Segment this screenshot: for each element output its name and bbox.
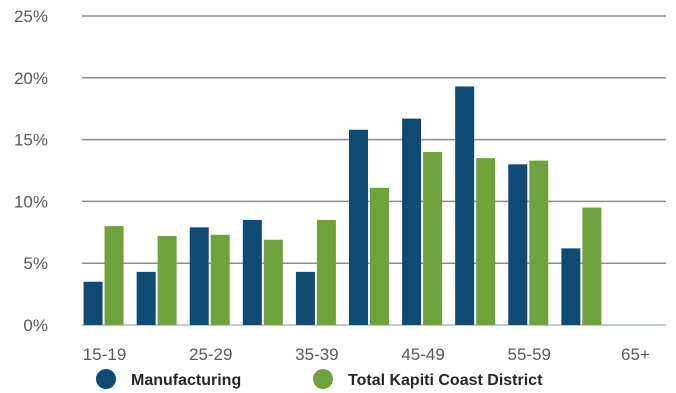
- bar-manufacturing-25-29: [189, 227, 209, 325]
- bar-manufacturing-15-19: [83, 281, 103, 325]
- bar-manufacturing-40-44: [349, 129, 368, 325]
- bar-total-kapiti-coast-district-25-29: [210, 234, 230, 325]
- bar-total-kapiti-coast-district-55-59: [529, 160, 549, 325]
- bar-manufacturing-30-34: [242, 219, 262, 325]
- x-tick-label: 55-59: [508, 345, 551, 364]
- bar-manufacturing-55-59: [508, 164, 528, 325]
- bar-total-kapiti-coast-district-50-54: [476, 158, 496, 325]
- bar-total-kapiti-coast-district-15-19: [104, 226, 124, 325]
- y-tick-label: 25%: [14, 7, 48, 26]
- legend-swatch-manufacturing: [96, 369, 116, 389]
- x-tick-label: 45-49: [401, 345, 444, 364]
- y-tick-label: 20%: [14, 69, 48, 88]
- bar-total-kapiti-coast-district-60-64: [582, 207, 602, 325]
- bar-total-kapiti-coast-district-30-34: [263, 239, 283, 325]
- x-axis-tick-labels: 15-19 25-29 35-39 45-49 55-59 65+: [83, 345, 650, 364]
- y-tick-label: 0%: [23, 316, 48, 335]
- bar-manufacturing-45-49: [402, 118, 422, 325]
- y-axis-tick-labels: 0% 5% 10% 15% 20% 25%: [14, 7, 48, 335]
- bars: [83, 86, 602, 326]
- bar-manufacturing-20-24: [136, 271, 156, 325]
- y-tick-label: 15%: [14, 131, 48, 150]
- bar-manufacturing-35-39: [295, 271, 315, 325]
- bar-manufacturing-50-54: [455, 86, 475, 326]
- y-tick-label: 10%: [14, 192, 48, 211]
- legend-label: Total Kapiti Coast District: [348, 372, 543, 389]
- legend-swatch-total-kapiti-coast-district: [313, 369, 333, 389]
- x-tick-label: 15-19: [83, 345, 126, 364]
- x-tick-label: 25-29: [189, 345, 232, 364]
- bar-total-kapiti-coast-district-40-44: [370, 187, 389, 325]
- bar-total-kapiti-coast-district-35-39: [316, 219, 336, 325]
- legend: Manufacturing Total Kapiti Coast District: [96, 369, 543, 389]
- y-tick-label: 5%: [23, 254, 48, 273]
- bar-total-kapiti-coast-district-20-24: [157, 236, 177, 325]
- bar-manufacturing-60-64: [561, 248, 581, 325]
- x-tick-label: 35-39: [295, 345, 338, 364]
- legend-label: Manufacturing: [131, 372, 241, 389]
- x-tick-label: 65+: [621, 345, 650, 364]
- bar-total-kapiti-coast-district-45-49: [423, 151, 443, 325]
